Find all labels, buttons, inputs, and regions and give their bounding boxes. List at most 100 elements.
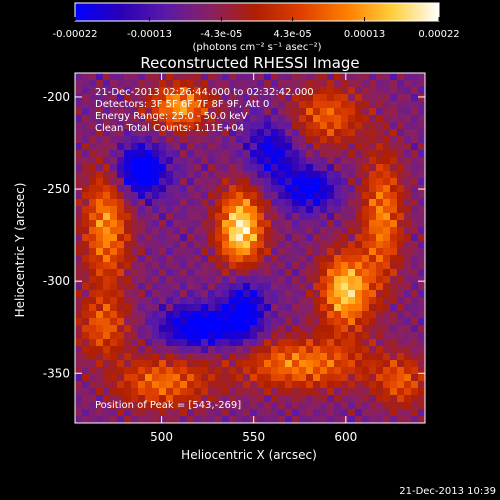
heatmap-cell	[215, 381, 223, 389]
heatmap-cell	[138, 374, 146, 382]
heatmap-cell	[117, 339, 125, 347]
heatmap-cell	[159, 248, 167, 256]
heatmap-cell	[117, 150, 125, 158]
heatmap-cell	[271, 80, 279, 88]
heatmap-cell	[390, 304, 398, 312]
heatmap-cell	[299, 199, 307, 207]
heatmap-cell	[355, 311, 363, 319]
heatmap-cell	[89, 94, 97, 102]
heatmap-cell	[292, 325, 300, 333]
heatmap-cell	[173, 283, 181, 291]
heatmap-cell	[411, 388, 419, 396]
heatmap-cell	[89, 213, 97, 221]
heatmap-cell	[229, 311, 237, 319]
heatmap-cell	[411, 269, 419, 277]
heatmap-cell	[376, 402, 384, 410]
heatmap-cell	[103, 220, 111, 228]
heatmap-cell	[327, 101, 335, 109]
heatmap-cell	[152, 290, 160, 298]
heatmap-cell	[299, 234, 307, 242]
heatmap-cell	[404, 122, 412, 130]
heatmap-cell	[292, 360, 300, 368]
heatmap-cell	[390, 192, 398, 200]
heatmap-cell	[131, 255, 139, 263]
annotation-line: Detectors: 3F 5F 6F 7F 8F 9F, Att 0	[95, 99, 269, 110]
heatmap-cell	[180, 234, 188, 242]
heatmap-cell	[229, 276, 237, 284]
heatmap-cell	[383, 297, 391, 305]
heatmap-cell	[264, 304, 272, 312]
heatmap-cell	[243, 227, 251, 235]
heatmap-cell	[369, 311, 377, 319]
colorbar-tick-label: -0.00013	[127, 29, 172, 40]
heatmap-cell	[103, 332, 111, 340]
heatmap-cell	[271, 402, 279, 410]
heatmap-cell	[285, 241, 293, 249]
heatmap-cell	[110, 143, 118, 151]
heatmap-cell	[320, 395, 328, 403]
heatmap-cell	[404, 297, 412, 305]
heatmap-cell	[292, 87, 300, 95]
heatmap-cell	[418, 199, 426, 207]
heatmap-cell	[404, 108, 412, 116]
colorbar-tick-label: 4.3e-05	[273, 29, 311, 40]
heatmap-cell	[362, 374, 370, 382]
heatmap-cell	[222, 346, 230, 354]
heatmap-cell	[103, 87, 111, 95]
heatmap-cell	[320, 73, 328, 81]
heatmap-cell	[264, 199, 272, 207]
heatmap-cell	[215, 178, 223, 186]
heatmap-cell	[320, 220, 328, 228]
heatmap-cell	[208, 234, 216, 242]
heatmap-cell	[215, 157, 223, 165]
heatmap-cell	[222, 304, 230, 312]
heatmap-cell	[313, 255, 321, 263]
heatmap-cell	[145, 388, 153, 396]
heatmap-cell	[103, 241, 111, 249]
heatmap-cell	[397, 213, 405, 221]
heatmap-cell	[159, 73, 167, 81]
heatmap-cell	[173, 276, 181, 284]
heatmap-cell	[145, 122, 153, 130]
heatmap-cell	[327, 402, 335, 410]
heatmap-cell	[229, 150, 237, 158]
heatmap-cell	[187, 213, 195, 221]
heatmap-cell	[327, 269, 335, 277]
heatmap-cell	[418, 339, 426, 347]
heatmap-cell	[236, 346, 244, 354]
heatmap-cell	[369, 206, 377, 214]
heatmap-cell	[292, 297, 300, 305]
heatmap-cell	[75, 339, 83, 347]
heatmap-cell	[89, 255, 97, 263]
heatmap-cell	[152, 108, 160, 116]
heatmap-cell	[418, 325, 426, 333]
heatmap-cell	[341, 388, 349, 396]
heatmap-cell	[145, 87, 153, 95]
heatmap-cell	[166, 255, 174, 263]
heatmap-cell	[124, 178, 132, 186]
heatmap-cell	[390, 283, 398, 291]
heatmap-cell	[152, 269, 160, 277]
heatmap-cell	[103, 304, 111, 312]
heatmap-cell	[341, 241, 349, 249]
heatmap-cell	[152, 409, 160, 417]
heatmap-cell	[124, 101, 132, 109]
heatmap-cell	[285, 234, 293, 242]
heatmap-cell	[362, 157, 370, 165]
heatmap-cell	[75, 416, 83, 424]
heatmap-cell	[306, 164, 314, 172]
heatmap-cell	[299, 143, 307, 151]
heatmap-cell	[75, 290, 83, 298]
heatmap-cell	[222, 122, 230, 130]
heatmap-cell	[173, 73, 181, 81]
heatmap-cell	[299, 367, 307, 375]
heatmap-cell	[376, 234, 384, 242]
heatmap-cell	[124, 171, 132, 179]
heatmap-cell	[376, 199, 384, 207]
heatmap-cell	[187, 73, 195, 81]
heatmap-cell	[383, 346, 391, 354]
heatmap-cell	[131, 122, 139, 130]
heatmap-cell	[327, 143, 335, 151]
heatmap-cell	[327, 367, 335, 375]
heatmap-cell	[173, 374, 181, 382]
